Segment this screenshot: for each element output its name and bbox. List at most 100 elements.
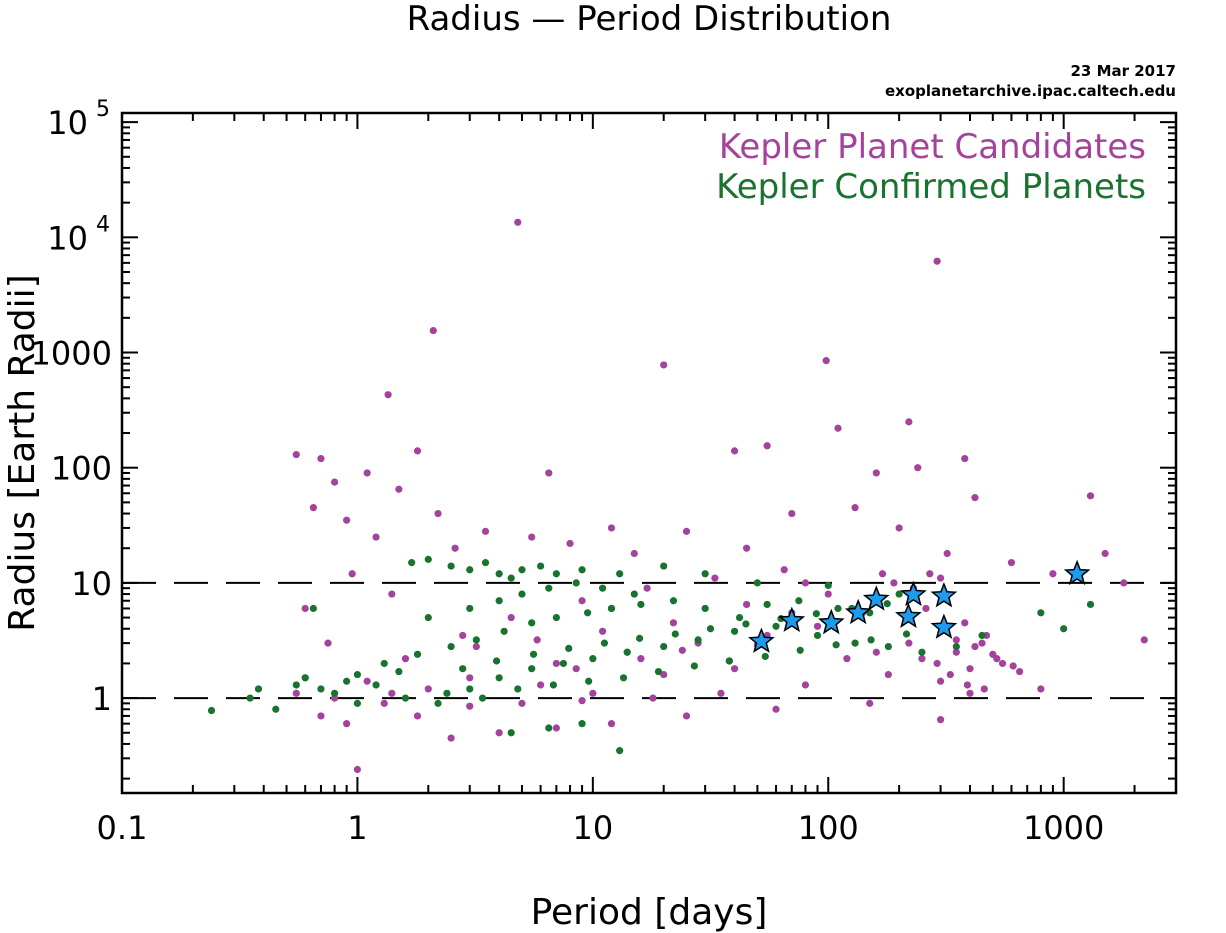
chart-source: exoplanetarchive.ipac.caltech.edu [885,82,1176,100]
x-tick-label: 100 [798,809,859,847]
candidate-point [872,469,880,477]
confirmed-point [408,559,416,567]
star-marker [778,606,806,633]
candidate-point [380,699,388,707]
candidate-point [413,447,422,455]
confirmed-point [701,570,709,578]
confirmed-point [607,604,616,613]
candidate-point [343,720,351,728]
candidate-point [348,570,356,578]
confirmed-point [637,600,645,609]
confirmed-point [1037,609,1045,617]
confirmed-point [459,665,467,673]
candidate-point [678,646,686,654]
candidate-point [669,619,678,627]
star-marker [817,608,845,635]
y-tick-exponent: 5 [96,97,110,122]
candidate-point [395,485,403,493]
candidate-point [353,765,362,774]
confirmed-point [353,699,362,707]
confirmed-point [507,729,515,737]
confirmed-point [902,630,911,638]
candidate-point [890,579,898,587]
confirmed-point [518,590,526,598]
confirmed-point [742,620,750,628]
candidate-point [961,619,969,627]
y-tick-label: 1 [92,680,112,718]
candidate-point [363,677,371,685]
confirmed-point [753,579,761,587]
confirmed-point [207,706,216,715]
candidate-point [682,712,691,720]
candidate-point [914,464,922,472]
candidate-point [607,720,616,728]
candidate-point [589,689,597,697]
confirmed-point [834,604,842,613]
confirmed-point [443,689,451,697]
candidate-point [384,391,392,399]
legend-entry: Kepler Confirmed Planets [716,167,1146,207]
confirmed-point [466,604,474,613]
candidate-point [566,539,574,548]
candidate-point [1049,570,1057,578]
candidate-point [495,729,503,737]
candidate-point [1086,492,1095,500]
candidate-point [730,665,739,673]
confirmed-point [507,574,515,582]
candidate-point [895,524,903,532]
candidate-point [660,670,668,679]
confirmed-point [694,636,702,644]
confirmed-point [447,562,455,570]
confirmed-point [495,597,503,605]
y-tick-label: 100 [51,450,112,488]
confirmed-point [309,604,317,613]
chart-title: Radius — Period Distribution [407,0,892,39]
confirmed-point [447,642,455,651]
confirmed-point [246,694,254,702]
confirmed-point [701,604,709,613]
confirmed-point [824,581,832,590]
confirmed-point [616,747,624,755]
candidate-point [518,699,526,707]
candidate-point [780,566,788,574]
x-tick-label: 1 [347,809,367,847]
confirmed-point [660,562,668,570]
confirmed-point [796,646,804,654]
confirmed-point [518,566,526,574]
confirmed-point [585,677,593,685]
candidate-point [936,574,945,582]
candidate-point [1007,559,1016,567]
candidate-point [851,504,859,512]
confirmed-point [598,584,607,592]
candidate-point [466,702,474,710]
candidate-point [801,681,810,689]
confirmed-point [630,590,638,598]
confirmed-point [528,665,536,673]
candidate-point [763,442,771,450]
candidate-point [1140,636,1148,644]
confirmed-point [254,685,263,693]
confirmed-point [572,579,580,587]
y-tick-label: 10 [47,104,88,142]
confirmed-point [812,610,820,618]
candidate-point [936,716,945,724]
candidate-point [481,527,490,535]
candidate-point [905,418,913,426]
confirmed-point [884,642,892,651]
candidate-point [343,516,351,524]
candidate-point [649,694,657,702]
candidate-point [537,681,545,689]
confirmed-point [481,559,490,567]
x-axis-label: Period [days] [531,892,768,933]
confirmed-point [616,570,624,578]
y-tick-label: 10 [71,565,112,603]
candidate-point [743,544,751,552]
confirmed-point [434,699,442,707]
candidate-point [309,504,317,512]
confirmed-point [317,685,325,693]
confirmed-point [495,570,503,578]
chart-date: 23 Mar 2017 [1070,62,1176,80]
candidate-point [372,533,380,541]
candidate-point [451,544,459,552]
confirmed-point [466,685,474,693]
